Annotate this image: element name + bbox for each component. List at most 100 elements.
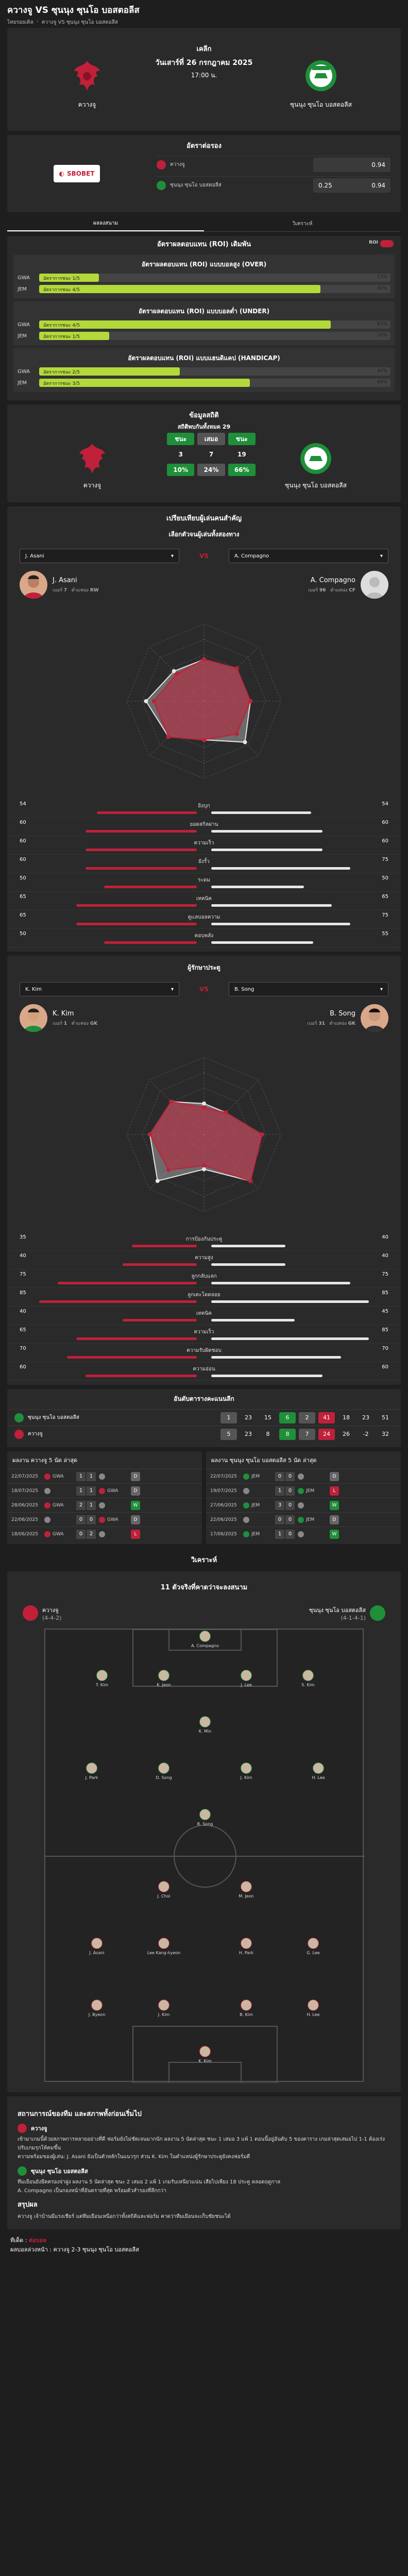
player-position: GK	[348, 1021, 355, 1026]
goalkeeper-compare-panel: ผู้รักษาประตู K. Kim ▾ VS B. Song ▾ K. Kim…	[7, 956, 401, 1385]
player-name: B. Song	[197, 1822, 213, 1826]
table-team[interactable]: ควางจู	[14, 1429, 217, 1439]
attribute-value-home: 54	[20, 801, 26, 807]
attribute-value-home: 65	[20, 912, 26, 918]
radar-point	[166, 1167, 171, 1172]
radar-point	[166, 734, 171, 739]
form-row[interactable]: 22/06/2025 0 0 GWA D	[7, 1512, 202, 1527]
attribute-bar-home	[96, 811, 197, 814]
player-select-away[interactable]: A. Compagno ▾	[229, 549, 388, 563]
analysis-heading-1: สถานการณ์ของทีม และสภาพทั้งก่อนเริ่มไป	[18, 2110, 142, 2118]
lineup-player-home[interactable]: B. Kim	[226, 1999, 267, 2017]
page-root: ควางจู VS ซุนนุง ซุนโอ บอสตอลีส ไทยรอยเต…	[0, 5, 408, 2269]
odds-value: 0.94	[371, 181, 385, 189]
vs-label: VS	[199, 552, 209, 560]
player-avatar	[199, 1631, 211, 1642]
tab-analysis[interactable]: วิเคราะห์	[292, 221, 313, 227]
form-team-home: JEM	[243, 1473, 272, 1480]
player-avatar	[91, 1999, 103, 2011]
lineup-player-away[interactable]: J. Park	[71, 1762, 112, 1780]
breadcrumb-home[interactable]: ไทยรอยเติล	[7, 20, 33, 25]
score-home: 1	[275, 1486, 284, 1496]
player-name: S. Kim	[301, 1683, 315, 1687]
lineup-player-away[interactable]: T. Kim	[81, 1670, 123, 1687]
breadcrumb-current[interactable]: ควางจู VS ซุนนุง ซุนโอ บอสตอลีส	[41, 20, 118, 25]
form-team-home: JEM	[243, 1502, 272, 1509]
player-name: H. Lee	[312, 1775, 325, 1780]
lineup-player-away[interactable]: S. Kim	[287, 1670, 329, 1687]
team-code: GWA	[107, 1488, 118, 1494]
odds-value-box[interactable]: 0.25 0.94	[313, 178, 390, 193]
tab-results[interactable]: ผลลงสนาม	[7, 216, 204, 231]
team-mini-logo	[298, 1531, 304, 1537]
player-info-row: J. Asani เบอร์ 7 ตำแหน่ง RW A. Compagno …	[7, 566, 401, 603]
player-select-home[interactable]: J. Asani ▾	[20, 549, 179, 563]
lineup-player-home[interactable]: K. Kim	[184, 2046, 226, 2063]
select-value: A. Compagno	[234, 553, 269, 559]
league-table-rows: ซุนนุง ซุนโอ บอสตอลีส 1 23 15 6 2 41 18 23 51 ควาง…	[7, 1409, 401, 1442]
lineup-player-away[interactable]: A. Compagno	[184, 1631, 226, 1648]
roi-toggle[interactable]	[380, 240, 394, 247]
table-cell: 8	[266, 1431, 270, 1437]
lineup-player-home[interactable]: H. Park	[226, 1938, 267, 1955]
attribute-row: 40 เทคนิค 45	[7, 1307, 401, 1325]
lineup-player-home[interactable]: G. Lee	[293, 1938, 334, 1955]
form-team-home: GWA	[44, 1502, 73, 1509]
roi-block: อัตราผลตอบแทน (ROI) แบบบอลต่ำ (UNDER) GWA…	[13, 301, 395, 345]
form-row[interactable]: 22/07/2025 JEM 0 0 D	[206, 1469, 401, 1483]
lineup-player-home[interactable]: J. Choi	[143, 1881, 184, 1899]
roi-line: JEM อัตราการชนะ 3/5 60%	[18, 379, 390, 387]
match-date: 19/07/2025	[210, 1488, 237, 1494]
gk-select-away[interactable]: B. Song ▾	[229, 982, 388, 996]
player-name: H. Lee	[307, 2012, 320, 2017]
form-row[interactable]: 17/06/2025 JEM 1 0 W	[206, 1527, 401, 1541]
form-result-badge: L	[330, 1486, 339, 1496]
form-row[interactable]: 22/07/2025 GWA 1 1 D	[7, 1469, 202, 1483]
select-value: B. Song	[234, 986, 254, 992]
gk-select-row: K. Kim ▾ VS B. Song ▾	[7, 979, 401, 999]
prediction-footer: ทีเด็ด : ต่อบอล ผลบอลล่วงหน้า : ควางจู 2…	[0, 2233, 408, 2269]
form-row[interactable]: 22/06/2025 0 0 JEM D	[206, 1512, 401, 1527]
league-table-panel: อันดับตารางคะแนนลีก ซุนนุง ซุนโอ บอสตอลี…	[7, 1389, 401, 1447]
form-row[interactable]: 28/06/2025 GWA 2 1 W	[7, 1498, 202, 1512]
attribute-value-home: 60	[20, 857, 26, 862]
bookmaker-logo[interactable]: ◐ SBOBET	[54, 165, 100, 182]
roi-bar-fill	[39, 367, 180, 376]
gk-select-home[interactable]: K. Kim ▾	[20, 982, 179, 996]
lineup-player-home[interactable]: Lee Kang-hyeon	[143, 1938, 184, 1955]
lineup-player-away[interactable]: B. Song	[184, 1809, 226, 1826]
lineup-player-away[interactable]: D. Song	[143, 1762, 184, 1780]
player-avatar	[91, 1938, 103, 1949]
form-row[interactable]: 27/06/2025 JEM 3 0 W	[206, 1498, 401, 1512]
lineup-player-home[interactable]: M. Jeon	[226, 1881, 267, 1899]
form-row[interactable]: 18/06/2025 GWA 0 2 L	[7, 1527, 202, 1541]
odds-value-box[interactable]: 0.94	[313, 157, 390, 172]
player-avatar	[361, 571, 388, 599]
form-row[interactable]: 18/07/2025 1 1 GWA D	[7, 1483, 202, 1498]
lineup-player-home[interactable]: J. Asani	[76, 1938, 117, 1955]
league-table-title: อันดับตารางคะแนนลีก	[174, 1395, 234, 1402]
team-name: ควางจู	[28, 1431, 43, 1437]
recent-form-home: ผลงาน ควางจู 5 นัด ล่าสุด 22/07/2025 GWA 1…	[7, 1451, 202, 1544]
score-away: 0	[285, 1486, 295, 1496]
lineup-player-away[interactable]: H. Lee	[298, 1762, 339, 1780]
lineup-player-home[interactable]: J. Byeon	[76, 1999, 117, 2017]
form-row[interactable]: 19/07/2025 1 0 JEM L	[206, 1483, 401, 1498]
table-team[interactable]: ซุนนุง ซุนโอ บอสตอลีส	[14, 1413, 217, 1422]
form-result-badge: L	[131, 1529, 140, 1539]
score-home: 2	[76, 1500, 86, 1510]
lineup-player-away[interactable]: J. Lee	[226, 1670, 267, 1687]
attribute-value-home: 75	[20, 1272, 26, 1277]
lineup-player-away[interactable]: J. Kim	[226, 1762, 267, 1780]
score-home: 0	[76, 1515, 86, 1524]
attribute-value-away: 40	[382, 1234, 388, 1240]
lineup-player-away[interactable]: K. Min	[184, 1716, 226, 1734]
pick-label: ทีเด็ด :	[10, 2237, 27, 2244]
attribute-name: ลูกเตะโดดลอย	[188, 1292, 220, 1298]
team-mini-logo	[99, 1473, 105, 1480]
team-code: GWA	[53, 1502, 64, 1508]
lineup-player-home[interactable]: J. Kim	[143, 1999, 184, 2017]
player-avatar	[241, 1938, 252, 1949]
lineup-player-away[interactable]: K. Jeon	[143, 1670, 184, 1687]
lineup-player-home[interactable]: H. Lee	[293, 1999, 334, 2017]
